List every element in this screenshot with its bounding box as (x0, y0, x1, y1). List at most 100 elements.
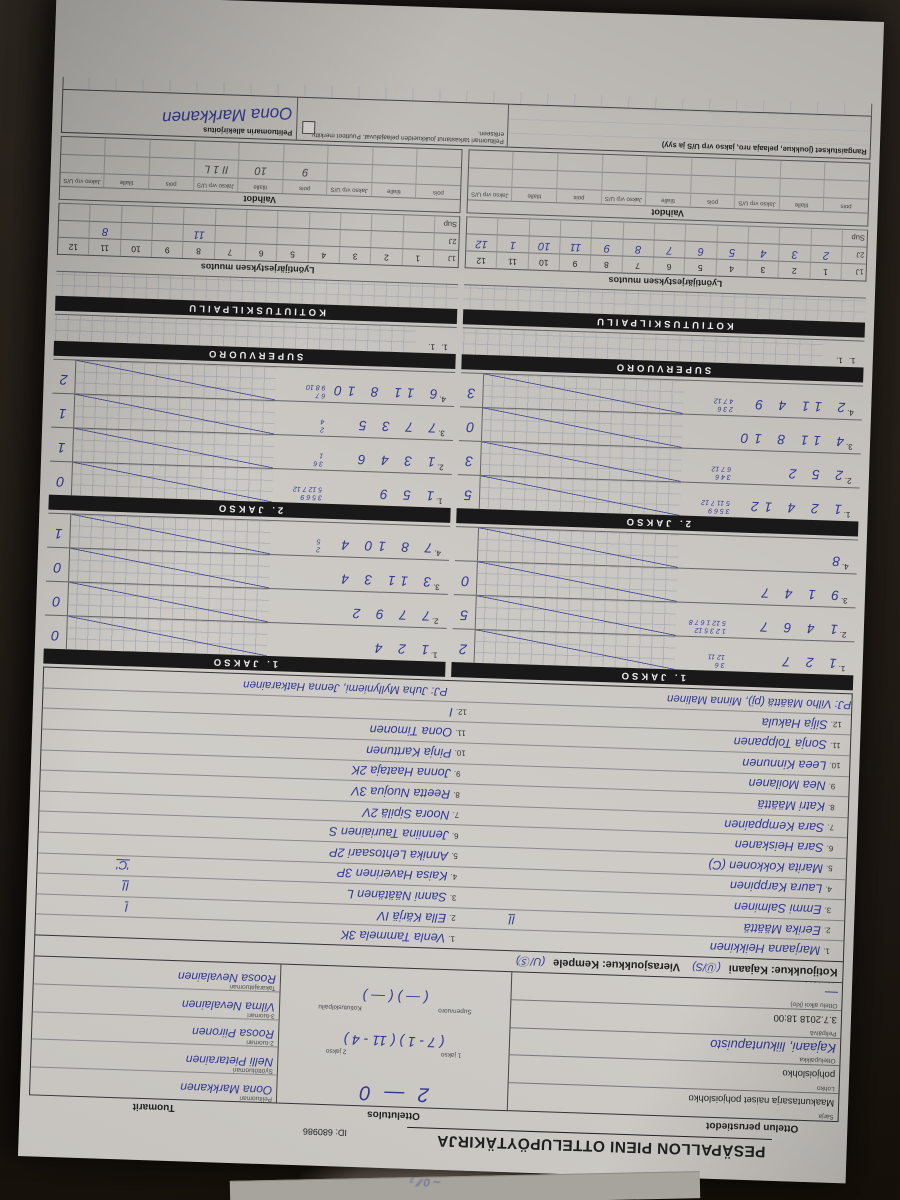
grid-cell (60, 154, 106, 174)
grid-cell: Jakso vrp U/S (467, 186, 513, 201)
grid-cell (246, 226, 279, 244)
grid-cell: Jakso vrp U/S (60, 172, 106, 188)
runs-total: 0 (48, 461, 73, 496)
grid-cell (557, 171, 603, 190)
runs-total: 0 (46, 547, 71, 582)
batter-notes: 3 6 12 11 (707, 652, 726, 668)
runs-total: 3 (460, 373, 485, 407)
grid-cell (735, 177, 781, 196)
away-player-mark (39, 822, 131, 825)
batter-notes (682, 414, 733, 449)
grid-cell (277, 227, 310, 245)
grid-cell (417, 167, 461, 185)
grid-cell (417, 149, 461, 167)
away-player-number: 6. (451, 830, 459, 841)
grid-cell: 7 (214, 242, 247, 260)
progress-grid (74, 394, 276, 434)
label-supervuoro: Supervuoro (438, 1006, 472, 1015)
grid-cell: 5 (684, 258, 717, 276)
home-player-mark (475, 754, 521, 756)
inning-label: 1. (838, 663, 846, 673)
grid-cell (309, 211, 342, 230)
grid-cell (327, 163, 373, 183)
grid-cell: pois (149, 175, 195, 191)
grid-cell (691, 175, 737, 195)
grid-cell (647, 156, 693, 175)
row-label-sup: Sup (851, 233, 866, 243)
away-player-number: 11. (455, 727, 466, 738)
grid-cell: 4 (716, 259, 749, 277)
away-player-number: 8. (453, 789, 461, 799)
inning-label: 4. (841, 561, 849, 572)
home-player-mark (475, 733, 521, 735)
grid-cell: 2 (810, 245, 843, 263)
home-player-mark (474, 774, 520, 776)
grid-cell: tilalle (779, 196, 825, 212)
grid-cell: 3 (747, 260, 780, 278)
grid-cell (468, 168, 514, 187)
label-2-jakso: 2 jakso (325, 1047, 347, 1055)
grid-cell: 7 (622, 256, 655, 274)
grid-cell (150, 139, 196, 159)
grid-cell (402, 232, 435, 250)
info-value: Maakuntasarja naiset pohjoislohko (688, 1092, 835, 1108)
grid-cell: 10 (120, 239, 153, 257)
away-player-mark (36, 925, 128, 928)
grid-cell (513, 151, 559, 171)
grid-cell: 9 (151, 240, 184, 258)
progress-grid (67, 582, 269, 622)
grid-cell: 3 (339, 247, 372, 265)
inning-label: 3. (438, 428, 445, 438)
grid-cell (498, 218, 531, 236)
batter-sequence: 3 11 3 4 (335, 571, 432, 590)
away-player-number: 4. (450, 872, 458, 882)
batter-sequence: 1 5 9 (373, 486, 435, 504)
row-label-2j: 2J (448, 237, 457, 247)
grid-cell (61, 136, 107, 156)
away-player-mark: 'C' (116, 858, 130, 873)
runs-total: 5 (452, 594, 477, 629)
grid-cell: tilalle (104, 174, 150, 189)
info-value: 3.7.2018 18:00 (773, 1011, 838, 1025)
batter-notes (267, 623, 318, 658)
grid-cell: 8 (89, 221, 122, 239)
batter-sequence: 1 2 4 12 (744, 498, 843, 517)
grid-cell: 1 (810, 262, 843, 280)
grid-cell (372, 147, 419, 166)
progress-grid (75, 360, 277, 400)
grid-cell: 8 (183, 241, 216, 259)
grid-cell (623, 222, 656, 240)
grid-cell (215, 225, 247, 243)
progress-grid (477, 527, 679, 568)
form-title: PESÄPALLON PIENI OTTELUPÖYTÄKIRJA (406, 1126, 772, 1160)
license-checkbox (302, 120, 316, 135)
grid-cell (372, 214, 405, 232)
away-player-number: 10. (454, 748, 466, 758)
runs-total: 0 (44, 581, 70, 616)
grid-cell (592, 221, 624, 239)
away-player-number: 9. (453, 769, 461, 779)
supervuoro-label-2: 1. (835, 355, 843, 365)
grid-cell (328, 145, 374, 165)
batter-sequence: 1 3 4 6 (351, 451, 436, 470)
grid-cell: Jakso vrp U/S (193, 177, 239, 192)
grid-cell (825, 180, 869, 198)
grid-cell: 11 (497, 252, 529, 270)
grid-cell (153, 206, 185, 224)
runs-total: 3 (457, 441, 482, 475)
progress-grid (483, 373, 685, 414)
grid-cell (560, 220, 593, 238)
batter-notes (268, 589, 319, 624)
grid-cell: pois (432, 189, 444, 196)
home-player-mark (476, 713, 522, 715)
roster-table: 1. Marjaana Heikkinen 1. Venla Tammela 3… (34, 666, 853, 962)
away-player-mark (38, 842, 130, 845)
grid-cell (529, 219, 562, 237)
row-label-sup: Sup (443, 219, 458, 230)
grid-cell: tilalle (371, 183, 417, 198)
grid-cell (105, 138, 151, 157)
